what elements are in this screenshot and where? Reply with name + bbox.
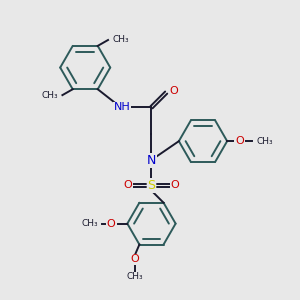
Text: O: O (235, 136, 244, 146)
Text: O: O (130, 254, 140, 264)
Text: O: O (124, 180, 132, 190)
Text: CH₃: CH₃ (112, 35, 129, 44)
Text: S: S (148, 179, 155, 192)
Text: O: O (170, 86, 178, 96)
Text: CH₃: CH₃ (127, 272, 143, 281)
Text: CH₃: CH₃ (41, 91, 58, 100)
Text: O: O (106, 219, 115, 229)
Text: NH: NH (114, 102, 130, 112)
Text: N: N (147, 154, 156, 167)
Text: CH₃: CH₃ (256, 137, 273, 146)
Text: CH₃: CH₃ (82, 219, 98, 228)
Text: O: O (171, 180, 179, 190)
